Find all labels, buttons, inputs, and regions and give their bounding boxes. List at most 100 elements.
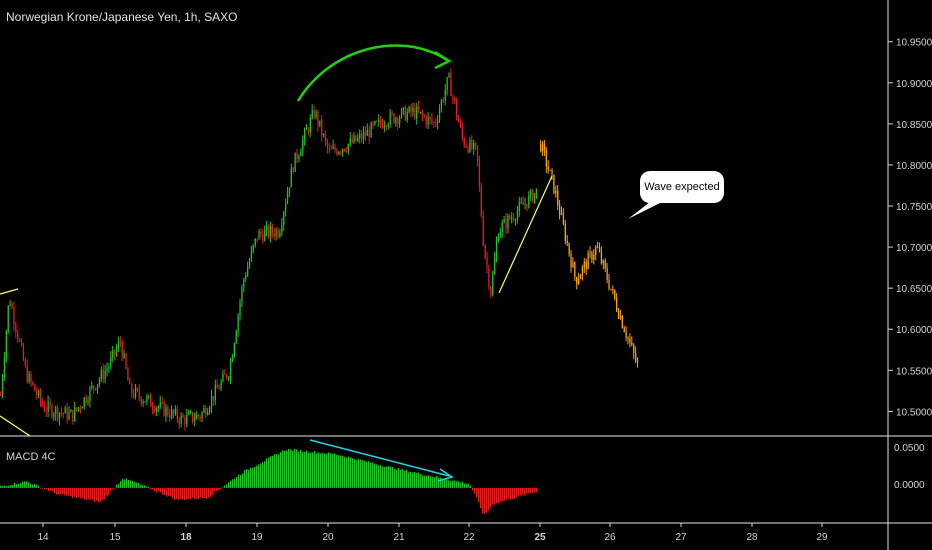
macd-bar [138, 482, 140, 488]
candle-body [395, 118, 397, 123]
macd-bar [462, 481, 464, 488]
time-axis[interactable]: 14 15 18 19 20 21 22 25 26 27 28 29 [37, 523, 828, 543]
macd-bar [392, 467, 394, 488]
candle-body [362, 131, 365, 140]
candle-body [136, 387, 139, 391]
macd-bar [244, 470, 246, 488]
candle-body [419, 111, 422, 113]
macd-bar [492, 487, 494, 505]
macd-bar [432, 476, 434, 488]
macd-bar [120, 481, 122, 488]
macd-bar [376, 464, 378, 488]
candle-body [509, 215, 511, 220]
time-tick-label: 21 [393, 532, 405, 543]
candle-body [119, 341, 121, 343]
candle-body [43, 405, 45, 412]
macd-bar [4, 485, 6, 488]
macd-bar [442, 478, 444, 488]
annotation-callout[interactable]: Wave expected [640, 171, 724, 203]
candle-body [381, 123, 384, 128]
candle-body [343, 148, 346, 151]
candle-body [93, 385, 95, 389]
candle-body [311, 110, 313, 119]
candle-body [180, 415, 182, 424]
macd-bar [486, 487, 488, 513]
macd-bar [520, 487, 522, 496]
macd-bar [512, 487, 514, 500]
annotation-text: Wave expected [644, 181, 720, 193]
candle-body [368, 129, 370, 138]
candle-body [106, 368, 108, 371]
candle-body [492, 274, 494, 296]
price-tick-label: 10.8000 [896, 161, 932, 172]
candle-body [89, 387, 91, 402]
macd-tick-label: 0.0000 [894, 480, 925, 491]
macd-bar [500, 487, 502, 502]
candle-body [545, 150, 547, 167]
macd-bar [30, 484, 32, 488]
macd-bar [122, 479, 124, 488]
macd-bar [22, 481, 24, 488]
candle-body [228, 377, 230, 379]
macd-bar [0, 485, 2, 488]
candle-body [406, 112, 408, 121]
macd-bar [422, 475, 424, 488]
candle-body [473, 142, 475, 149]
macd-bar [162, 487, 164, 495]
candle-body [96, 384, 99, 390]
macd-bar [78, 487, 80, 498]
candle-body [77, 407, 80, 410]
macd-bar [402, 468, 404, 488]
candle-body [393, 113, 395, 123]
candle-body [440, 100, 443, 110]
macd-bar [98, 487, 100, 503]
candle-body [91, 385, 93, 388]
candle-body [142, 401, 144, 404]
macd-bar [184, 487, 186, 501]
candle-body [488, 267, 490, 287]
candle-body [623, 327, 625, 333]
candle-body [140, 397, 142, 404]
macd-bar [288, 448, 290, 488]
macd-bar [470, 486, 472, 488]
candle-body [279, 232, 281, 237]
macd-axis[interactable]: 0.0500 0.0000 [894, 443, 925, 491]
macd-bar [440, 477, 442, 488]
candle-body [387, 124, 389, 127]
macd-bar [204, 487, 206, 499]
candle-body [431, 118, 433, 123]
macd-indicator-label[interactable]: MACD 4C [6, 451, 56, 463]
macd-bar [82, 487, 84, 498]
macd-bar [176, 487, 178, 499]
macd-bar [270, 456, 272, 488]
candle-body [540, 144, 542, 152]
candle-body [490, 286, 492, 296]
candle-body [475, 142, 477, 146]
candle-body [480, 185, 482, 217]
candle-body [241, 286, 243, 303]
candle-body [224, 373, 226, 375]
price-axis[interactable]: 10.9500 10.9000 10.8500 10.8000 10.7500 10.70… [888, 38, 932, 419]
macd-bar [428, 475, 430, 488]
cyan-arrow-head [437, 468, 454, 482]
candle-body [418, 107, 420, 112]
macd-bar [260, 463, 262, 488]
candle-body [342, 148, 344, 153]
candle-body [193, 419, 196, 422]
candle-body [578, 279, 580, 285]
candle-body [307, 128, 310, 133]
candle-body [585, 261, 587, 270]
green-arrow-head [434, 50, 452, 70]
candle-body [321, 120, 323, 136]
macd-bar [536, 487, 538, 493]
macd-bar [84, 487, 86, 500]
candle-body [277, 229, 279, 237]
price-tick-label: 10.9000 [896, 79, 932, 90]
candle-body [250, 250, 253, 261]
candle-body [0, 394, 2, 396]
macd-bar [318, 452, 320, 488]
macd-bar [60, 487, 62, 495]
candle-body [444, 90, 446, 101]
candle-body [155, 407, 158, 412]
macd-bar [332, 453, 334, 488]
